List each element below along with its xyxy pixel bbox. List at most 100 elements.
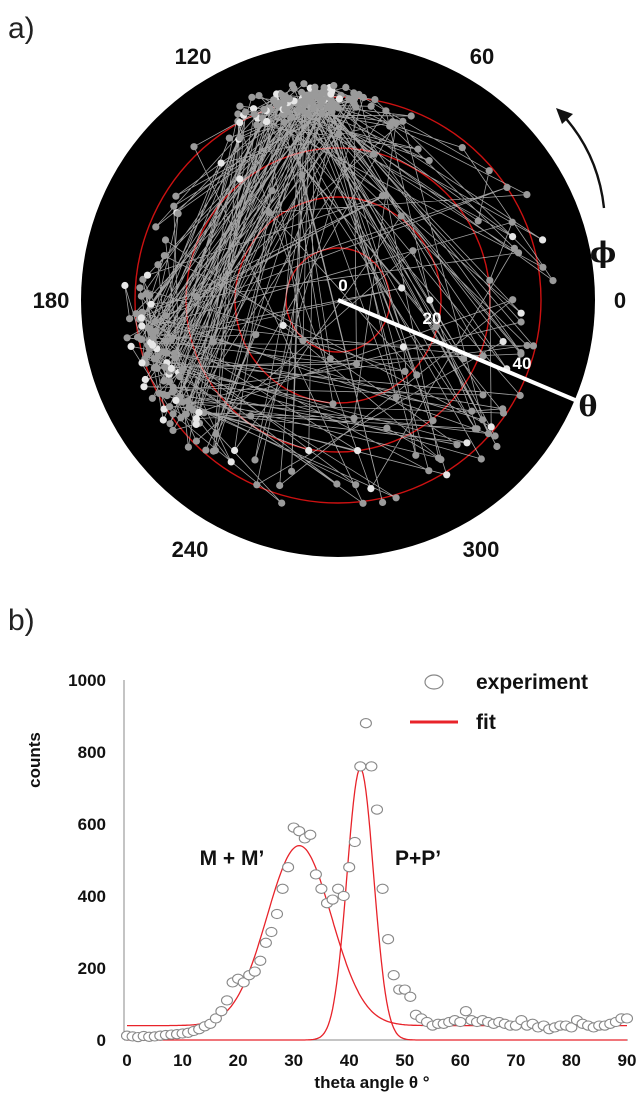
trajectory-point	[479, 416, 487, 424]
trajectory-point	[342, 83, 350, 91]
trajectory-point	[401, 367, 409, 375]
theta-ray	[337, 298, 576, 402]
trajectory-point	[195, 408, 203, 416]
trajectory-point	[227, 458, 235, 466]
trajectory-point	[250, 110, 258, 118]
trajectory-point	[192, 420, 200, 428]
x-tick-label: 10	[173, 1051, 192, 1070]
trajectory-point	[236, 134, 244, 142]
trajectory-point	[491, 432, 499, 440]
trajectory-point	[250, 105, 258, 113]
trajectory-point	[290, 85, 298, 93]
trajectory-point	[324, 104, 332, 112]
trajectory-point	[202, 446, 210, 454]
trajectory-point	[308, 98, 316, 106]
trajectory-point	[260, 105, 268, 113]
x-tick-label: 30	[284, 1051, 303, 1070]
trajectory-point	[493, 442, 501, 451]
x-tick-label: 70	[506, 1051, 525, 1070]
trajectory-point	[159, 348, 168, 356]
trajectory-point	[150, 355, 158, 363]
trajectory-point	[425, 467, 433, 475]
trajectory-point	[252, 331, 260, 339]
trajectory-point	[165, 378, 174, 386]
trajectory-point	[138, 308, 146, 316]
trajectory-point	[298, 171, 306, 179]
trajectory-point	[295, 105, 303, 113]
trajectory-point	[234, 110, 242, 118]
trajectory-point	[121, 281, 129, 290]
trajectory-point	[435, 454, 443, 462]
trajectory-point	[326, 355, 334, 363]
trajectory-point	[178, 366, 186, 374]
experiment-point	[459, 1006, 472, 1017]
trajectory-point	[335, 95, 343, 103]
trajectory-point	[517, 318, 525, 326]
trajectory-point	[192, 415, 200, 423]
trajectory-point	[409, 247, 417, 255]
trajectory-point	[398, 284, 406, 292]
trajectory-point	[177, 414, 185, 422]
trajectory-point	[217, 159, 225, 167]
trajectory-point	[414, 145, 422, 153]
phi-label-300: 300	[463, 537, 500, 562]
x-tick-label: 60	[451, 1051, 470, 1070]
trajectory-point	[517, 349, 525, 357]
trajectory-point	[479, 391, 487, 399]
trajectory-point	[305, 446, 313, 455]
trajectory-point	[176, 373, 184, 381]
trajectory-point	[509, 296, 517, 304]
trajectory-point	[484, 430, 493, 438]
trajectory-point	[309, 104, 317, 113]
phi-label-180: 180	[33, 288, 70, 313]
annotation-p-peak: P+P’	[395, 847, 441, 870]
panel-a-label: a)	[8, 12, 35, 45]
ring-label-20: 20	[423, 309, 442, 328]
trajectory-point	[332, 101, 340, 109]
trajectory-point	[174, 210, 182, 218]
experiment-point	[343, 862, 356, 873]
trajectory-point	[413, 371, 421, 379]
trajectory-point	[192, 437, 200, 445]
trajectory-point	[160, 390, 168, 398]
trajectory-point	[184, 397, 192, 405]
trajectory-point	[152, 327, 160, 335]
x-tick-label: 0	[122, 1051, 131, 1070]
experiment-point	[293, 826, 306, 837]
trajectory-point	[412, 451, 420, 459]
trajectory-point	[146, 291, 154, 299]
trajectory-point	[288, 113, 296, 121]
trajectory-point	[160, 252, 168, 260]
experiment-point	[265, 926, 278, 938]
experiment-point	[565, 1022, 578, 1033]
trajectory-point	[348, 96, 357, 104]
trajectory-point	[429, 417, 437, 425]
x-tick-label: 40	[340, 1051, 359, 1070]
trajectory-point	[184, 443, 192, 451]
trajectory-point	[479, 352, 487, 360]
trajectory-point	[327, 90, 335, 98]
phi-label-0: 0	[614, 288, 626, 313]
phi-direction-arrow	[559, 111, 606, 209]
fit-curve-1	[127, 844, 627, 1027]
trajectory-point	[367, 485, 375, 493]
trajectory-point	[139, 275, 147, 283]
experiment-point	[304, 829, 317, 840]
trajectory-point	[397, 212, 405, 220]
trajectory-point	[333, 480, 341, 488]
trajectory-point	[276, 481, 284, 490]
trajectory-point	[399, 117, 407, 125]
trajectory-point	[463, 439, 471, 447]
trajectory-point	[329, 400, 337, 408]
trajectory-point	[186, 404, 194, 412]
experiment-point	[276, 883, 289, 894]
trajectory-point	[278, 499, 286, 507]
trajectory-point	[487, 423, 495, 431]
trajectory-point	[212, 430, 220, 438]
trajectory-point	[304, 110, 312, 118]
trajectory-point	[508, 218, 516, 226]
trajectory-point	[486, 276, 494, 284]
trajectory-point	[407, 112, 415, 120]
experiment-point	[404, 991, 417, 1002]
trajectory-point	[137, 292, 145, 300]
